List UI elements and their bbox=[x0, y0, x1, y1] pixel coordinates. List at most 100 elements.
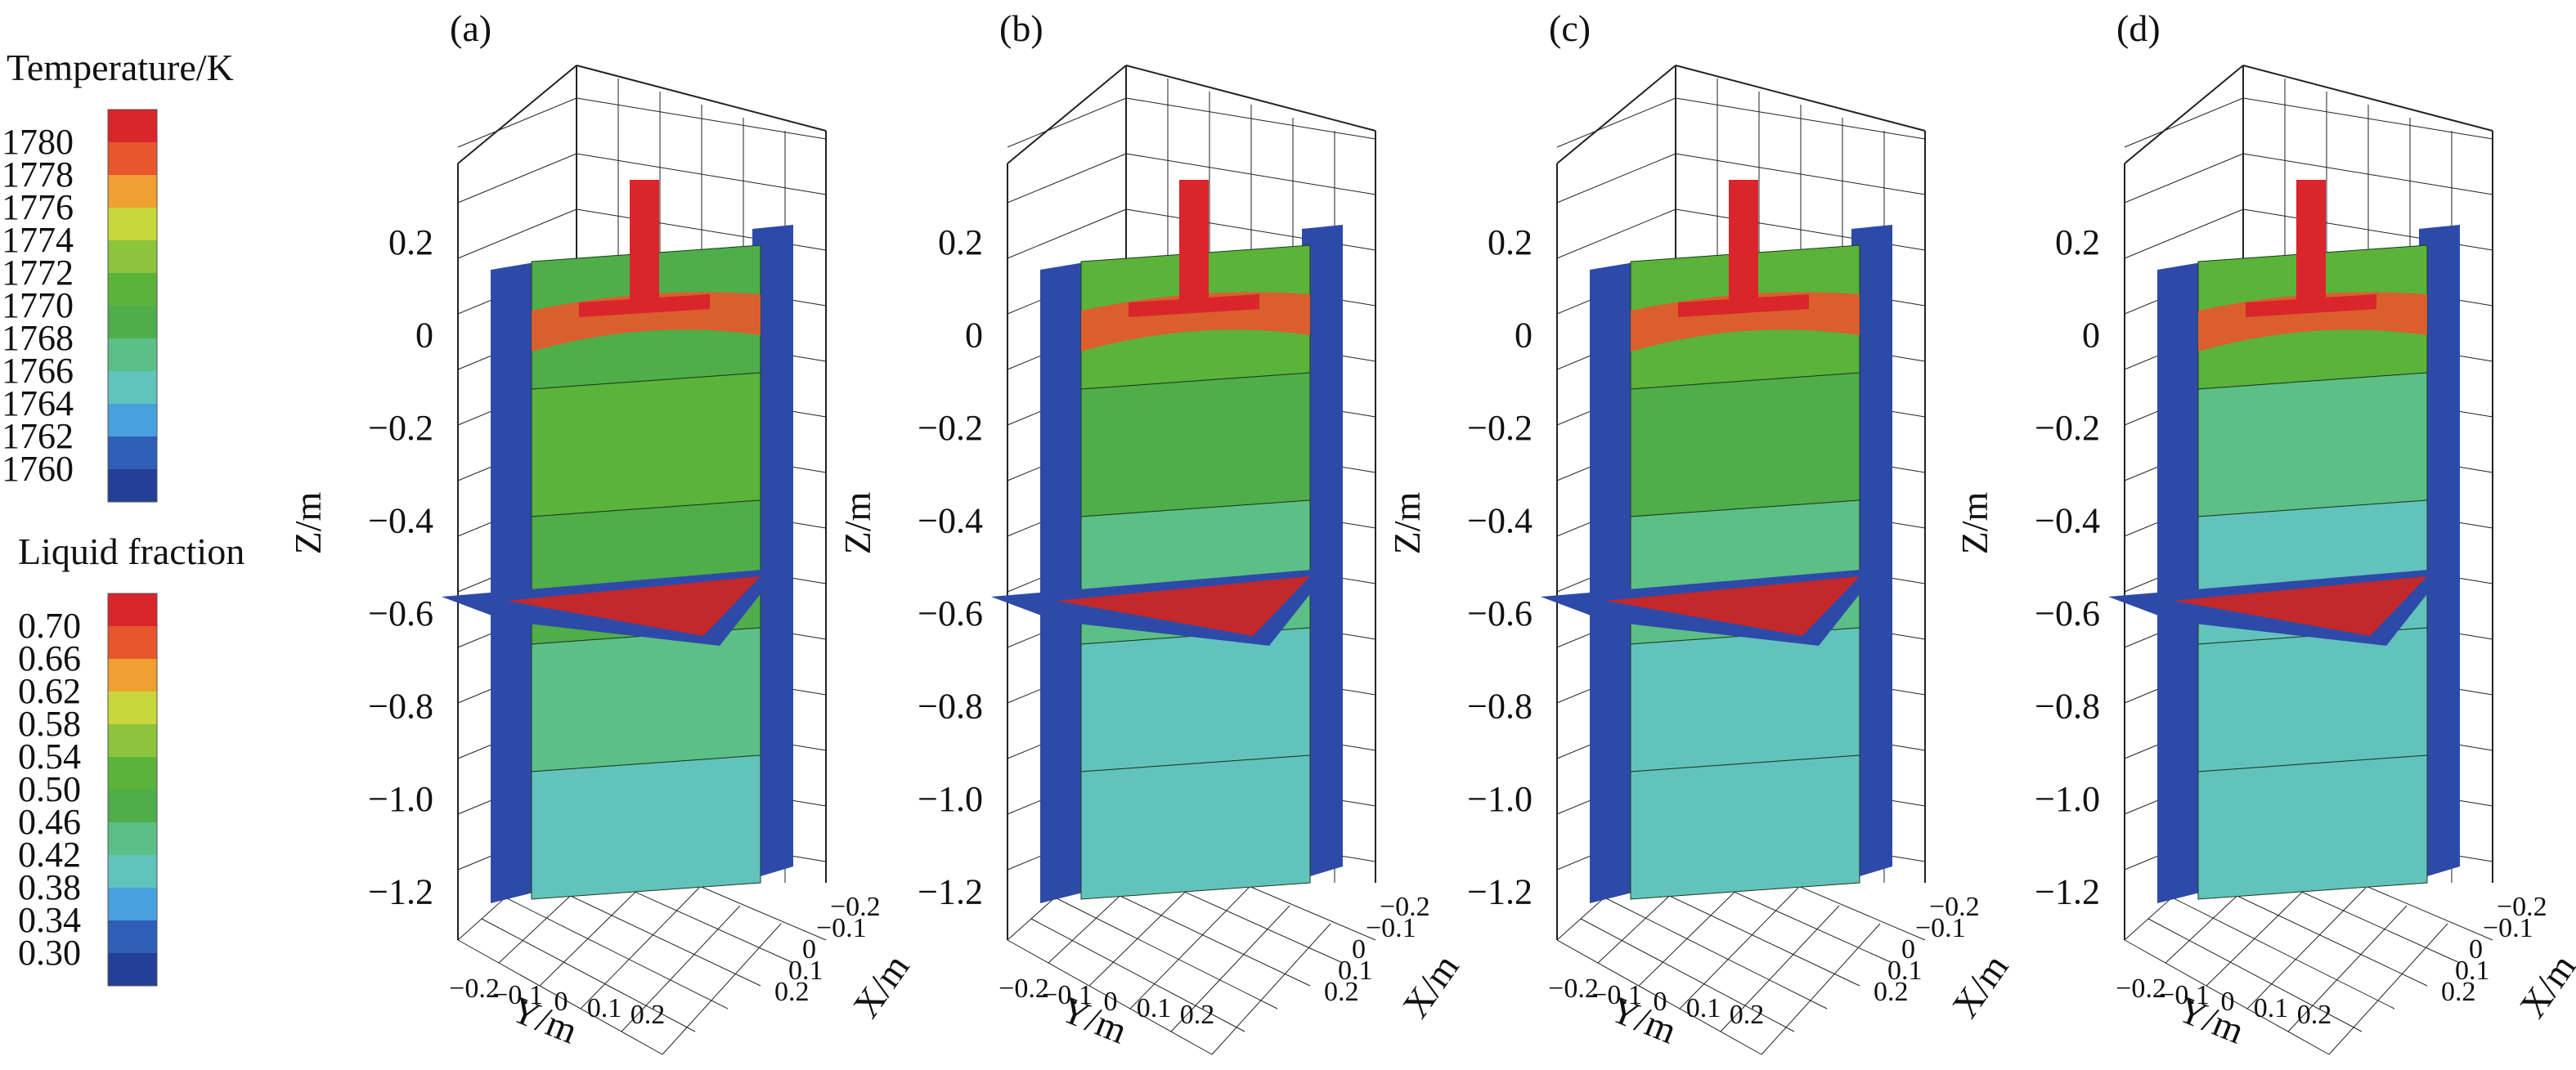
liquid-fraction-color-cell bbox=[108, 855, 157, 888]
panel-c: (c)0.20−0.2−0.4−0.6−0.8−1.0−1.2Z/m−0.2−0… bbox=[1386, 7, 2017, 1055]
contour-band bbox=[2197, 372, 2428, 517]
panel-label: (c) bbox=[1549, 7, 1591, 49]
contour-band bbox=[1080, 372, 1311, 517]
liquid-fraction-tick-label: 0.62 bbox=[18, 671, 81, 711]
submerged-entry-nozzle bbox=[2296, 180, 2326, 302]
z-tick-label: −0.6 bbox=[368, 593, 433, 633]
temperature-tick-label: 1762 bbox=[2, 416, 74, 456]
temperature-tick-label: 1760 bbox=[2, 449, 74, 489]
temperature-color-cell bbox=[108, 240, 157, 273]
grid-line bbox=[2147, 918, 2363, 1032]
x-tick-label: −0.2 bbox=[830, 892, 881, 922]
x-axis-label: X/m bbox=[845, 947, 918, 1025]
mould-wall-left bbox=[2157, 262, 2206, 903]
frame-edge bbox=[1125, 65, 1376, 132]
grid-line bbox=[1125, 97, 1376, 140]
grid-line bbox=[1556, 153, 1676, 204]
temperature-tick-label: 1772 bbox=[2, 253, 74, 293]
liquid-fraction-tick-label: 0.46 bbox=[18, 802, 81, 842]
y-tick-label: −0.2 bbox=[449, 974, 500, 1004]
y-tick-label: 0 bbox=[1654, 987, 1667, 1017]
z-tick-label: −0.6 bbox=[918, 593, 983, 633]
grid-line bbox=[576, 97, 827, 140]
temperature-color-cell bbox=[108, 404, 157, 437]
liquid-fraction-color-cell bbox=[108, 659, 157, 692]
x-tick-label: 0 bbox=[1901, 934, 1915, 965]
mould-wall-left bbox=[1590, 262, 1639, 903]
grid-line bbox=[1556, 97, 1676, 148]
temperature-tick-label: 1770 bbox=[2, 285, 74, 325]
z-tick-label: −0.6 bbox=[1467, 593, 1533, 633]
grid-line bbox=[457, 208, 577, 259]
x-tick-label: 0.1 bbox=[2455, 956, 2490, 986]
contour-plane bbox=[991, 180, 1343, 903]
z-tick-label: −1.0 bbox=[2035, 779, 2100, 819]
x-tick-label: −0.2 bbox=[1929, 892, 1980, 922]
liquid-fraction-colorbar-labels: 0.700.660.620.580.540.500.460.420.380.34… bbox=[18, 606, 81, 973]
temperature-tick-label: 1774 bbox=[2, 220, 74, 260]
z-tick-label: 0.2 bbox=[1488, 222, 1533, 262]
grid-line bbox=[1007, 939, 1213, 1055]
submerged-entry-nozzle bbox=[1179, 180, 1209, 302]
contour-band bbox=[2197, 627, 2428, 772]
y-axis-label: Y/m bbox=[1604, 988, 1682, 1052]
z-axis-label: Z/m bbox=[287, 491, 329, 554]
liquid-fraction-color-cell bbox=[108, 593, 157, 626]
panels-area: (a)0.20−0.2−0.4−0.6−0.8−1.0−1.2Z/m−0.2−0… bbox=[287, 7, 2576, 1055]
x-tick-label: −0.2 bbox=[1380, 892, 1430, 922]
z-tick-label: −0.2 bbox=[368, 408, 433, 448]
temperature-color-cell bbox=[108, 110, 157, 142]
mould-wall-right bbox=[2419, 225, 2460, 879]
x-axis-label: X/m bbox=[1944, 947, 2017, 1025]
z-tick-label: 0.2 bbox=[388, 222, 433, 262]
temperature-colorbar bbox=[107, 109, 158, 503]
z-tick-label: −0.8 bbox=[918, 687, 983, 727]
grid-line bbox=[1720, 905, 1840, 1032]
frame-edge bbox=[576, 65, 827, 132]
grid-line bbox=[457, 97, 577, 148]
z-tick-label: −0.8 bbox=[2035, 687, 2100, 727]
grid-line bbox=[505, 897, 729, 1010]
contour-band bbox=[2197, 754, 2428, 900]
mould-wall-right bbox=[1851, 225, 1892, 879]
y-tick-label: 0.2 bbox=[1180, 1000, 1215, 1030]
grid-line bbox=[2246, 887, 2367, 1010]
contour-band bbox=[1630, 372, 1860, 517]
x-tick-label: −0.2 bbox=[2497, 892, 2547, 922]
y-axis-label: Y/m bbox=[2172, 988, 2250, 1052]
panel-a: (a)0.20−0.2−0.4−0.6−0.8−1.0−1.2Z/m−0.2−0… bbox=[287, 7, 918, 1055]
temperature-color-cell bbox=[108, 371, 157, 404]
temperature-color-cell bbox=[108, 306, 157, 338]
x-tick-label: 0 bbox=[802, 934, 816, 965]
grid-line bbox=[580, 887, 700, 1010]
liquid-fraction-tick-label: 0.38 bbox=[18, 867, 81, 907]
panel-b: (b)0.20−0.2−0.4−0.6−0.8−1.0−1.2Z/m−0.2−0… bbox=[837, 7, 1467, 1055]
horizontal-slice bbox=[1057, 576, 1310, 636]
horizontal-slice bbox=[2174, 576, 2427, 636]
liquid-fraction-tick-label: 0.34 bbox=[18, 900, 81, 940]
y-tick-label: 0 bbox=[554, 987, 568, 1017]
panel-label: (a) bbox=[450, 7, 491, 49]
liquid-fraction-legend-title: Liquid fraction bbox=[18, 531, 245, 572]
y-tick-label: −0.1 bbox=[2159, 980, 2210, 1010]
x-tick-label: −0.1 bbox=[816, 913, 867, 943]
x-tick-label: 0 bbox=[2469, 934, 2483, 965]
z-tick-label: −0.4 bbox=[2035, 501, 2100, 541]
z-tick-label: −0.2 bbox=[1467, 408, 1533, 448]
temperature-color-cell bbox=[108, 208, 157, 240]
temperature-tick-label: 1776 bbox=[2, 187, 74, 227]
grid-line bbox=[457, 153, 577, 204]
grid-line bbox=[1170, 905, 1290, 1032]
y-tick-label: 0.1 bbox=[1686, 993, 1721, 1023]
y-tick-label: 0.2 bbox=[2297, 1000, 2332, 1030]
temperature-tick-label: 1780 bbox=[2, 122, 74, 162]
horizontal-slice bbox=[507, 576, 761, 636]
temperature-color-cell bbox=[108, 273, 157, 306]
x-tick-label: 0.2 bbox=[1324, 977, 1359, 1007]
grid-line bbox=[1030, 918, 1245, 1032]
z-tick-label: −0.4 bbox=[918, 501, 983, 541]
temperature-tick-label: 1764 bbox=[2, 383, 74, 423]
frame-edge bbox=[457, 65, 577, 164]
grid-line bbox=[1556, 208, 1676, 259]
